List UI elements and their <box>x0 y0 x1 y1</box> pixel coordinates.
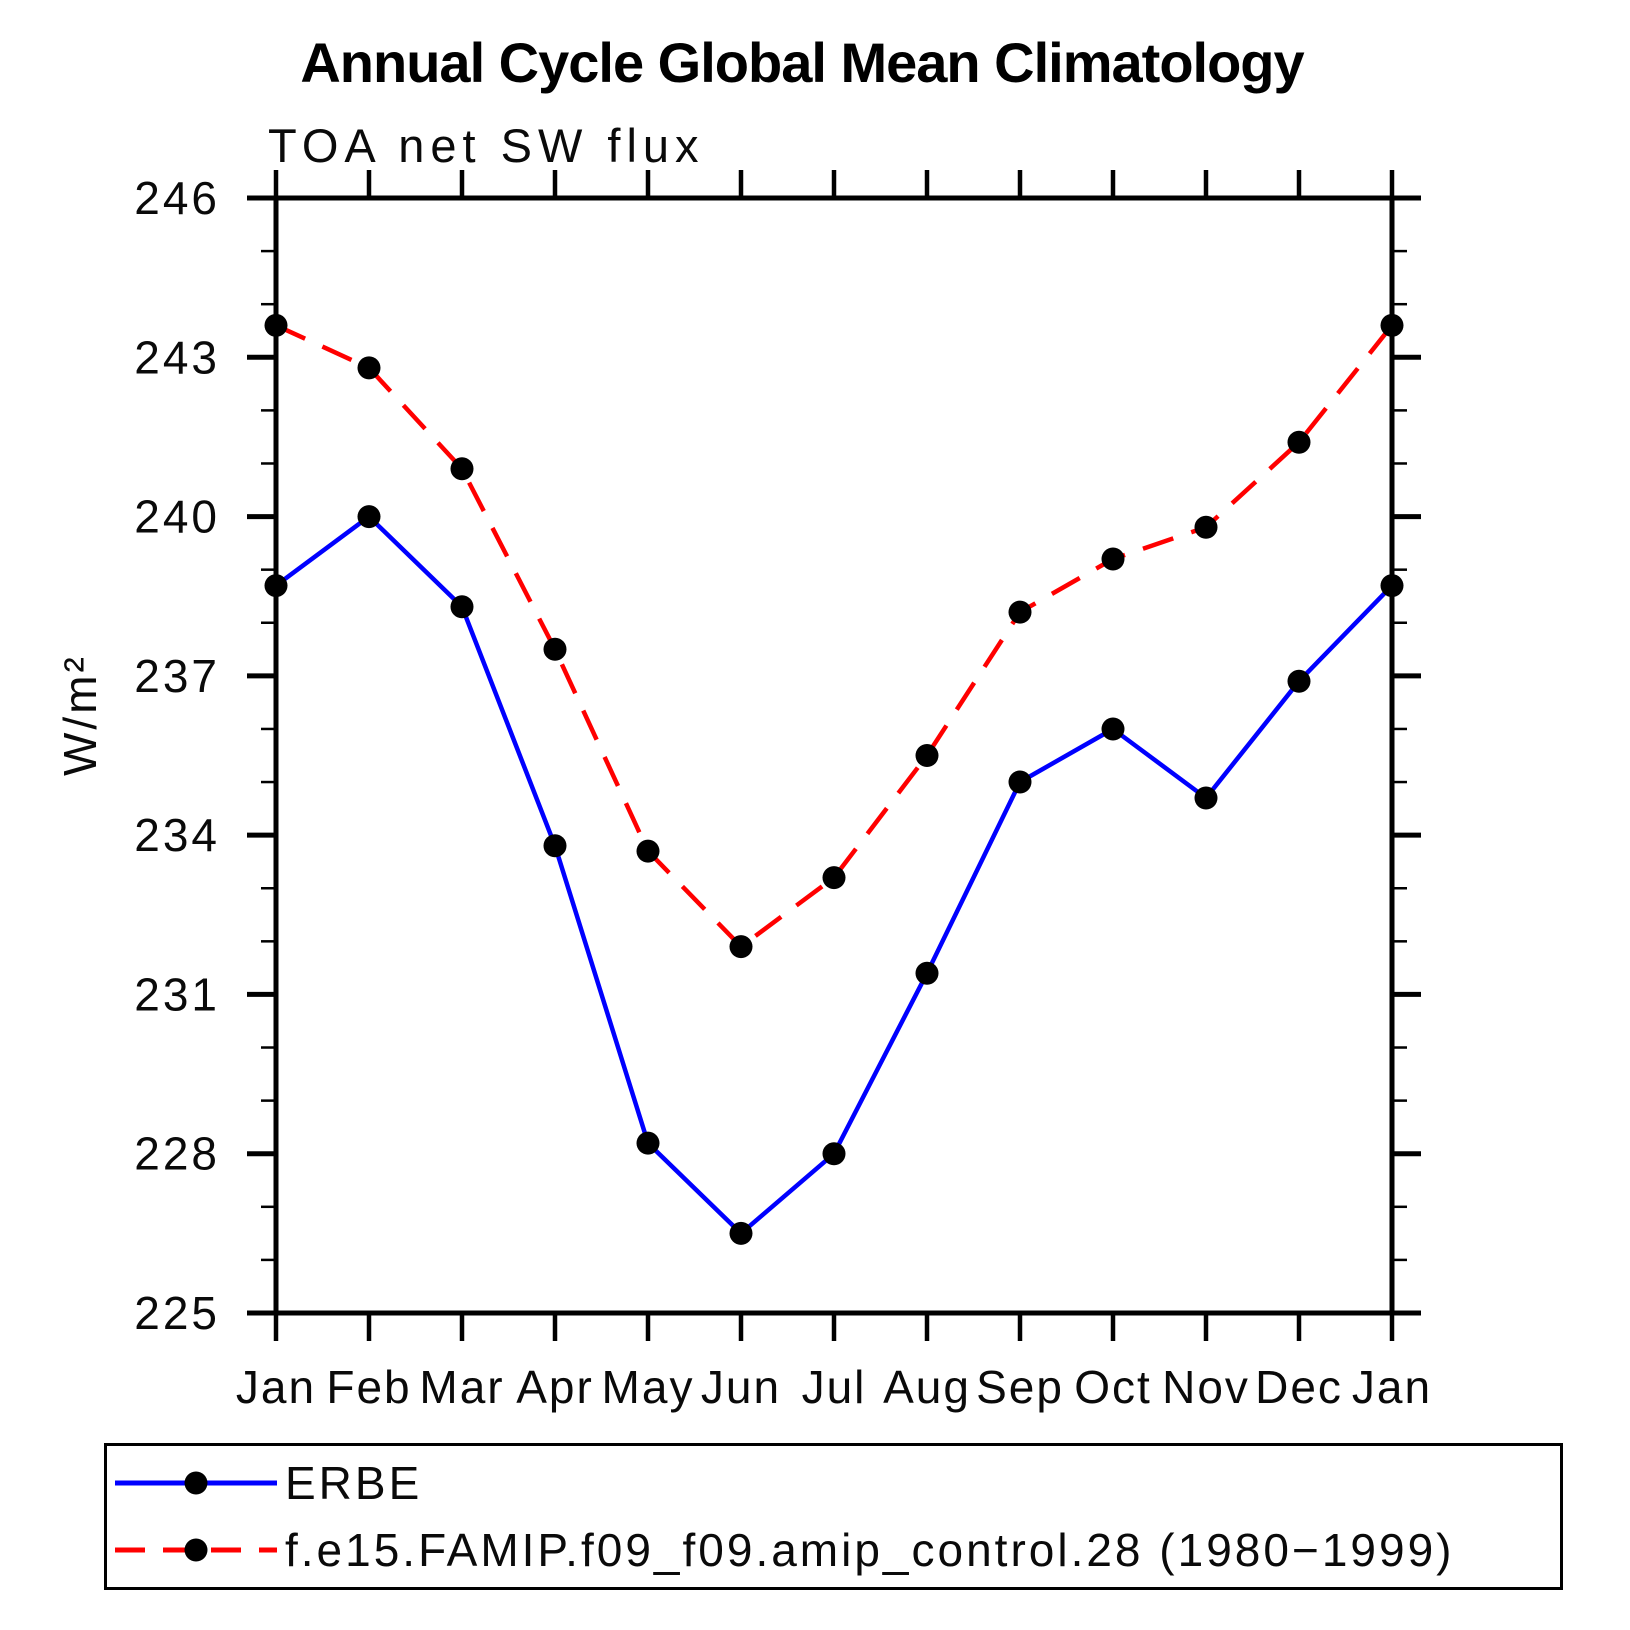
data-point-marker <box>636 839 660 863</box>
data-point-marker <box>264 313 288 337</box>
data-point-marker <box>264 574 288 598</box>
data-point-marker <box>1380 574 1404 598</box>
data-point-marker <box>636 1131 660 1155</box>
series-markers-0 <box>264 505 1404 1245</box>
data-point-marker <box>1101 547 1125 571</box>
data-point-marker <box>357 356 381 380</box>
y-tick-label: 246 <box>134 172 220 224</box>
legend-entry-model: f.e15.FAMIP.f09_f09.amip_control.28 (198… <box>111 1524 1455 1576</box>
data-point-marker <box>822 866 846 890</box>
series-line-1 <box>275 323 1394 949</box>
data-point-marker <box>822 1142 846 1166</box>
legend: ERBE f.e15.FAMIP.f09_f09.amip_control.28… <box>104 1443 1563 1590</box>
data-point-marker <box>1194 515 1218 539</box>
chart-title: Annual Cycle Global Mean Climatology <box>300 31 1304 94</box>
legend-line-sample-model <box>115 1538 277 1562</box>
legend-line-sample-erbe <box>115 1471 277 1495</box>
x-tick-label: Jul <box>802 1361 867 1413</box>
x-axis-ticks: Jan Feb Mar Apr May Jun Jul Aug Sep Oct Nov Dec Jan <box>236 170 1432 1413</box>
data-point-marker <box>1287 430 1311 454</box>
data-point-marker <box>1008 600 1032 624</box>
legend-label: ERBE <box>285 1457 423 1509</box>
y-tick-label: 243 <box>134 331 220 383</box>
x-tick-label: Apr <box>516 1361 594 1413</box>
data-point-marker <box>450 457 474 481</box>
data-point-marker <box>729 935 753 959</box>
x-tick-label: Sep <box>976 1361 1064 1413</box>
data-point-marker <box>543 637 567 661</box>
x-tick-label: Nov <box>1162 1361 1250 1413</box>
legend-sample-marker-icon <box>184 1471 208 1495</box>
data-point-marker <box>543 834 567 858</box>
data-point-marker <box>1380 313 1404 337</box>
data-point-marker <box>1287 669 1311 693</box>
data-point-marker <box>357 505 381 529</box>
y-tick-label: 240 <box>134 491 220 543</box>
data-point-marker <box>1101 717 1125 741</box>
data-point-marker <box>450 595 474 619</box>
data-point-marker <box>915 961 939 985</box>
y-tick-label: 237 <box>134 650 220 702</box>
y-axis-ticks: 225 228 231 234 237 240 243 246 <box>134 172 1421 1339</box>
legend-entry-erbe: ERBE <box>111 1457 423 1509</box>
legend-label: f.e15.FAMIP.f09_f09.amip_control.28 (198… <box>285 1524 1455 1576</box>
data-point-marker <box>915 744 939 767</box>
x-tick-label: Jan <box>1352 1361 1432 1413</box>
legend-sample-marker-icon <box>184 1538 208 1562</box>
x-tick-label: Aug <box>883 1361 971 1413</box>
data-point-marker <box>729 1221 753 1245</box>
x-tick-label: Oct <box>1074 1361 1152 1413</box>
y-tick-label: 228 <box>134 1128 220 1180</box>
x-tick-label: May <box>602 1361 695 1413</box>
y-tick-label: 234 <box>134 809 220 861</box>
data-point-marker <box>1194 786 1218 810</box>
x-tick-label: Jan <box>236 1361 316 1413</box>
chart-subtitle: TOA net SW flux <box>268 119 705 172</box>
y-tick-label: 231 <box>134 968 220 1020</box>
data-point-marker <box>1008 770 1032 794</box>
y-tick-label: 225 <box>134 1287 220 1339</box>
series-markers-1 <box>264 313 1404 959</box>
x-tick-label: Feb <box>326 1361 411 1413</box>
x-tick-label: Dec <box>1255 1361 1343 1413</box>
x-tick-label: Mar <box>419 1361 504 1413</box>
x-tick-label: Jun <box>701 1361 781 1413</box>
